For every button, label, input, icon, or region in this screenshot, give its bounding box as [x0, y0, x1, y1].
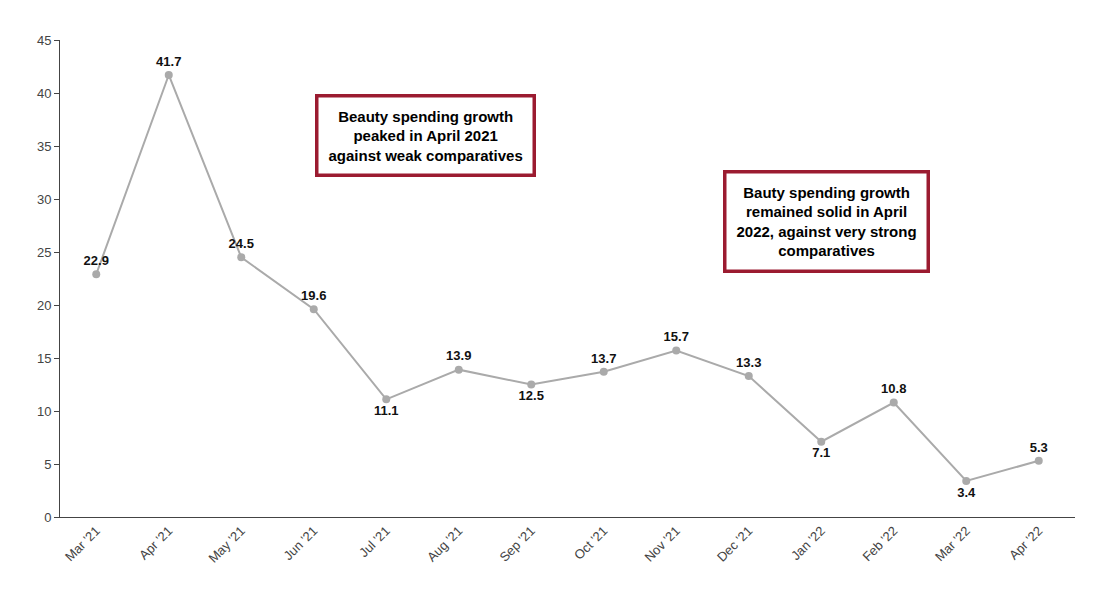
svg-text:Mar '21: Mar '21	[62, 523, 103, 564]
svg-text:35: 35	[37, 139, 51, 154]
svg-text:45: 45	[37, 33, 51, 48]
svg-text:Aug '21: Aug '21	[424, 523, 465, 564]
svg-text:3.4: 3.4	[957, 485, 976, 500]
svg-text:Jul '21: Jul '21	[356, 523, 393, 560]
svg-text:15: 15	[37, 351, 51, 366]
svg-text:12.5: 12.5	[519, 388, 544, 403]
svg-text:30: 30	[37, 192, 51, 207]
svg-text:Apr '22: Apr '22	[1006, 523, 1045, 562]
svg-text:15.7: 15.7	[664, 329, 689, 344]
svg-text:10.8: 10.8	[881, 381, 906, 396]
svg-text:Oct '21: Oct '21	[571, 523, 610, 562]
svg-text:11.1: 11.1	[374, 403, 399, 418]
svg-text:Feb '22: Feb '22	[859, 523, 900, 564]
svg-text:Beauty spending growthpeaked i: Beauty spending growthpeaked in April 20…	[329, 108, 523, 164]
svg-text:19.6: 19.6	[301, 288, 326, 303]
svg-text:40: 40	[37, 86, 51, 101]
svg-text:0: 0	[44, 510, 51, 525]
svg-text:5.3: 5.3	[1030, 440, 1048, 455]
svg-text:Sep '21: Sep '21	[496, 523, 537, 564]
svg-text:Bauty spending growthremained: Bauty spending growthremained solid in A…	[737, 184, 917, 260]
svg-text:24.5: 24.5	[229, 236, 254, 251]
svg-text:Mar '22: Mar '22	[932, 523, 973, 564]
svg-text:41.7: 41.7	[156, 54, 181, 69]
svg-text:Jun '21: Jun '21	[281, 523, 321, 563]
svg-text:22.9: 22.9	[84, 253, 109, 268]
svg-text:Dec '21: Dec '21	[714, 523, 755, 564]
svg-text:13.3: 13.3	[736, 355, 761, 370]
svg-text:20: 20	[37, 298, 51, 313]
svg-text:Nov '21: Nov '21	[641, 523, 682, 564]
svg-text:5: 5	[44, 457, 51, 472]
svg-text:13.7: 13.7	[591, 351, 616, 366]
svg-text:25: 25	[37, 245, 51, 260]
svg-text:Apr '21: Apr '21	[136, 523, 175, 562]
svg-text:10: 10	[37, 404, 51, 419]
svg-text:13.9: 13.9	[446, 348, 471, 363]
svg-text:7.1: 7.1	[812, 445, 830, 460]
svg-text:May '21: May '21	[205, 523, 248, 566]
svg-text:Jan '22: Jan '22	[788, 523, 828, 563]
